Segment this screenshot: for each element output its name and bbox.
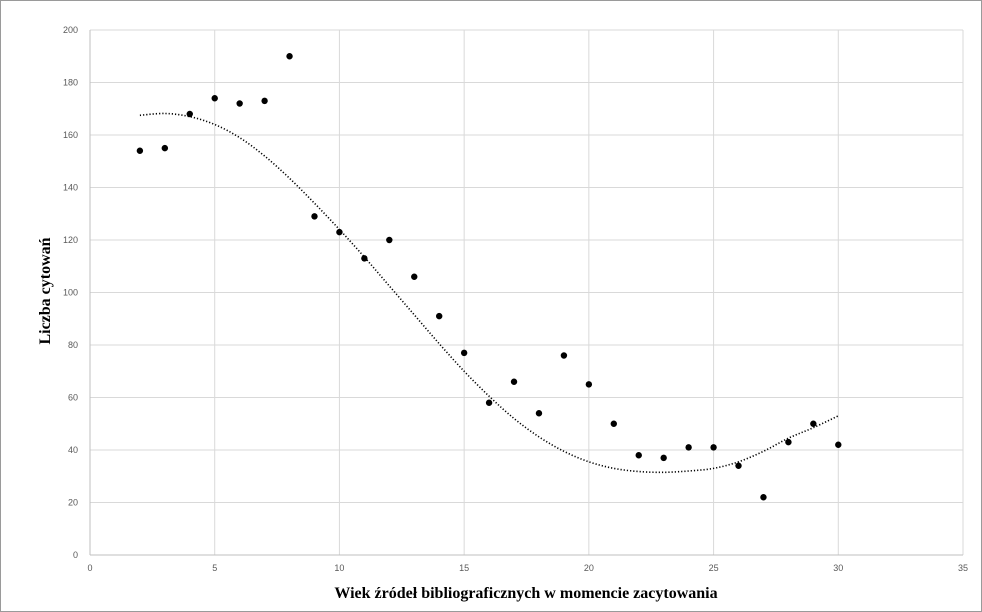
data-point (485, 399, 493, 406)
tick-labels: 0 20 40 60 80 100 120 140 160 180 200 0 5 10 15 20 25 30 3… (63, 25, 968, 573)
data-point (186, 110, 193, 118)
data-point (710, 444, 717, 451)
data-point (660, 454, 667, 462)
data-point (161, 144, 169, 152)
y-tick-label: 160 (63, 130, 78, 140)
data-point (336, 228, 343, 236)
trendline-path (139, 112, 839, 474)
x-tick-label: 15 (459, 563, 469, 573)
data-point (386, 236, 393, 244)
data-point (785, 438, 792, 446)
data-point (560, 352, 568, 359)
y-axis-title: Liczba cytowań (37, 237, 54, 344)
y-tick-label: 20 (68, 498, 78, 508)
data-point (685, 444, 692, 451)
x-tick-label: 25 (709, 563, 719, 573)
data-point (136, 147, 144, 154)
x-tick-label: 0 (87, 563, 92, 573)
data-point (510, 378, 518, 385)
x-tick-label: 20 (584, 563, 594, 573)
y-tick-label: 140 (63, 183, 78, 193)
data-point (535, 410, 543, 417)
data-point (635, 452, 642, 459)
data-point (361, 255, 368, 262)
y-tick-label: 80 (68, 340, 78, 350)
data-point (835, 441, 842, 448)
axes (89, 30, 963, 556)
x-axis-title: Wiek źródeł bibliograficznych w momencie… (334, 585, 717, 602)
trendline (139, 112, 839, 474)
data-point (436, 312, 443, 320)
x-tick-label: 5 (212, 563, 217, 573)
y-tick-label: 120 (63, 235, 78, 245)
gridlines (90, 29, 964, 555)
y-tick-label: 200 (63, 25, 78, 35)
data-point (610, 420, 617, 427)
y-tick-label: 40 (68, 445, 78, 455)
data-point (735, 462, 742, 469)
data-point (286, 53, 293, 60)
y-tick-label: 180 (63, 78, 78, 88)
y-tick-label: 60 (68, 393, 78, 403)
data-point (411, 273, 418, 280)
data-points (136, 53, 842, 501)
data-point (460, 349, 468, 357)
y-tick-label: 100 (63, 288, 78, 298)
data-point (810, 420, 817, 427)
data-point (211, 95, 218, 102)
x-tick-label: 10 (334, 563, 344, 573)
data-point (585, 381, 593, 388)
x-tick-label: 30 (833, 563, 843, 573)
y-tick-label: 0 (73, 550, 78, 560)
data-point (760, 494, 767, 501)
data-point (236, 100, 243, 107)
x-tick-label: 35 (958, 563, 968, 573)
data-point (261, 97, 268, 105)
data-point (311, 213, 318, 220)
